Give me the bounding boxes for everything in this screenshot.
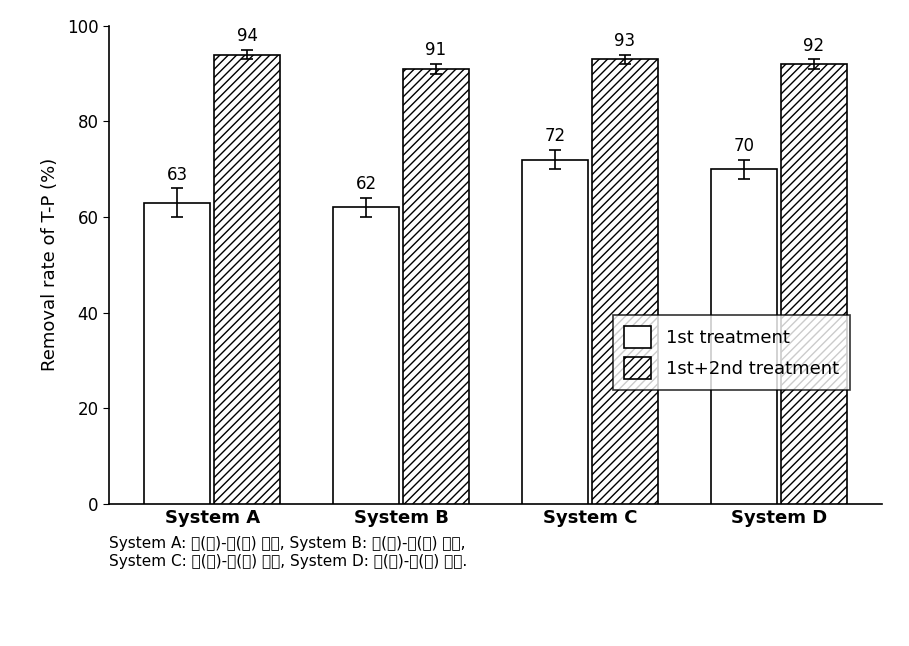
Text: 63: 63 [166,165,188,183]
Text: 92: 92 [803,37,824,54]
Bar [711,169,777,504]
Text: 62: 62 [355,175,376,193]
Bar [592,59,658,504]
Legend: 1st treatment, 1st+2nd treatment: 1st treatment, 1st+2nd treatment [614,315,850,390]
Bar [781,64,846,504]
Bar [145,203,210,504]
Bar [333,207,399,504]
Bar [403,69,469,504]
Text: 70: 70 [734,137,754,155]
Y-axis label: Removal rate of T-P (%): Removal rate of T-P (%) [41,158,59,371]
Bar [214,54,280,504]
Text: 72: 72 [544,127,565,145]
Bar [522,160,588,504]
Text: System A: 상(上)-상(上) 연결, System B: 상(上)-하(下) 연결,
System C: 하(下)-상(上) 연결, System D: System A: 상(上)-상(上) 연결, System B: 상(上)-하… [109,536,467,568]
Text: 94: 94 [236,27,257,45]
Text: 93: 93 [614,32,635,50]
Text: 91: 91 [425,41,446,59]
